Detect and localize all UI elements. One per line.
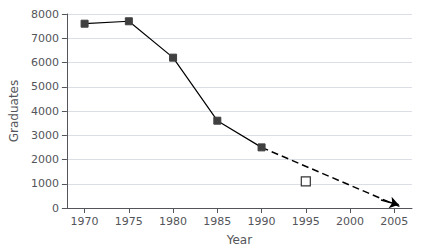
svg-text:Year: Year xyxy=(226,233,252,247)
svg-text:5000: 5000 xyxy=(31,80,59,93)
svg-text:1985: 1985 xyxy=(203,215,231,228)
svg-text:1970: 1970 xyxy=(71,215,99,228)
svg-text:2005: 2005 xyxy=(380,215,408,228)
svg-text:7000: 7000 xyxy=(31,32,59,45)
svg-text:1000: 1000 xyxy=(31,177,59,190)
svg-text:4000: 4000 xyxy=(31,105,59,118)
svg-text:0: 0 xyxy=(52,202,59,215)
svg-text:Graduates: Graduates xyxy=(7,80,21,143)
svg-text:8000: 8000 xyxy=(31,8,59,21)
svg-text:1990: 1990 xyxy=(248,215,276,228)
svg-text:2000: 2000 xyxy=(31,153,59,166)
svg-text:2000: 2000 xyxy=(336,215,364,228)
svg-text:1975: 1975 xyxy=(115,215,143,228)
svg-text:1980: 1980 xyxy=(159,215,187,228)
svg-text:6000: 6000 xyxy=(31,56,59,69)
svg-text:1995: 1995 xyxy=(292,215,320,228)
svg-text:3000: 3000 xyxy=(31,129,59,142)
